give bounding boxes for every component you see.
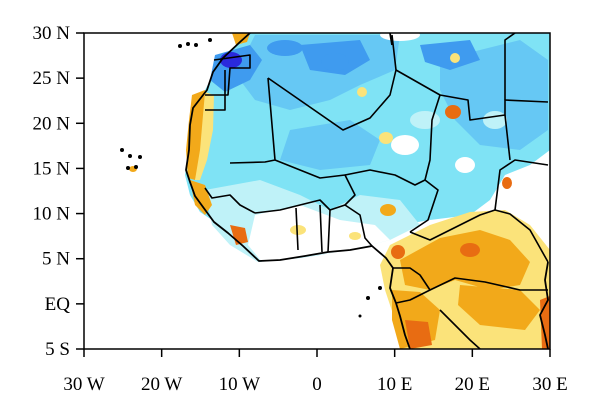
dark-orange-region-sierra-leone (230, 225, 248, 245)
map-outlines (120, 33, 549, 349)
orange-region-guinea-bissau (190, 180, 212, 215)
lat-tick-label: 20 N (33, 113, 71, 134)
border (205, 70, 226, 111)
border (344, 169, 426, 186)
lon-tick-label: 20 W (141, 374, 182, 395)
border (204, 187, 256, 214)
border (344, 204, 373, 247)
lat-tick-label: 5 S (45, 339, 70, 360)
lat-tick-label: 30 N (33, 23, 71, 44)
border (267, 34, 397, 131)
island (378, 286, 382, 290)
orange-region-drc (458, 285, 540, 330)
border (393, 267, 431, 304)
dark-blue-spot (220, 52, 242, 68)
island (366, 296, 370, 300)
coastline-east-africa (539, 261, 549, 349)
island (358, 314, 362, 318)
orange-patch (502, 177, 512, 189)
white-patch (380, 33, 420, 41)
lon-tick-label: 30 E (532, 374, 567, 395)
lat-tick-label: 15 N (33, 158, 71, 179)
yellow-strip-west-coast (195, 92, 214, 180)
orange-region-central (400, 230, 530, 290)
blue-region-east (440, 40, 548, 150)
pale-patch (483, 111, 507, 129)
strong-blue-cell (321, 53, 349, 71)
strong-blue-cell (267, 40, 303, 56)
lon-tick-label: 20 E (455, 374, 490, 395)
lon-tick-label: 30 W (63, 374, 104, 395)
lat-tick-label: 10 N (33, 204, 71, 225)
latitude-axis: 30 N 25 N 20 N 15 N 10 N 5 N EQ 5 S (33, 23, 84, 360)
island (134, 165, 138, 169)
lon-tick-label: 0 (312, 374, 322, 395)
yellow-patch (357, 87, 367, 97)
border (229, 77, 276, 164)
island (194, 43, 198, 47)
border (429, 277, 548, 291)
border (295, 204, 331, 253)
yellow-patch (379, 132, 393, 144)
island (128, 154, 132, 158)
dark-orange-cell (460, 243, 480, 257)
white-patch (391, 135, 419, 155)
lon-tick-label: 10 W (219, 374, 260, 395)
orange-patch (380, 204, 396, 216)
island (186, 42, 190, 46)
yellow-patch (290, 225, 306, 235)
anomaly-field (129, 33, 550, 349)
strong-blue-libya (420, 40, 480, 70)
border (504, 33, 516, 100)
island (138, 155, 142, 159)
border (439, 309, 481, 349)
dark-orange-region (405, 320, 432, 349)
orange-patch (445, 105, 461, 119)
coastline-africa (185, 33, 411, 349)
border (409, 209, 549, 263)
dark-orange-cell (391, 245, 405, 259)
yellow-patch (349, 232, 361, 240)
island (120, 148, 124, 152)
island (208, 38, 212, 42)
lon-tick-label: 10 E (377, 374, 412, 395)
lat-tick-label: 5 N (42, 249, 70, 270)
coastline-med (389, 33, 393, 46)
island (126, 166, 130, 170)
white-region-coast (248, 205, 390, 262)
yellow-patch (450, 53, 460, 63)
border (494, 159, 549, 211)
lat-tick-label: EQ (45, 294, 71, 315)
lat-tick-label: 25 N (33, 68, 71, 89)
orange-strip-west-coast (186, 90, 207, 180)
white-patch (455, 157, 475, 173)
blue-region-sahel (280, 120, 380, 170)
island (178, 44, 182, 48)
pale-patch (410, 111, 440, 129)
border (504, 114, 511, 161)
longitude-axis: 30 W 20 W 10 W 0 10 E 20 E 30 E (63, 349, 568, 395)
border (205, 54, 251, 96)
